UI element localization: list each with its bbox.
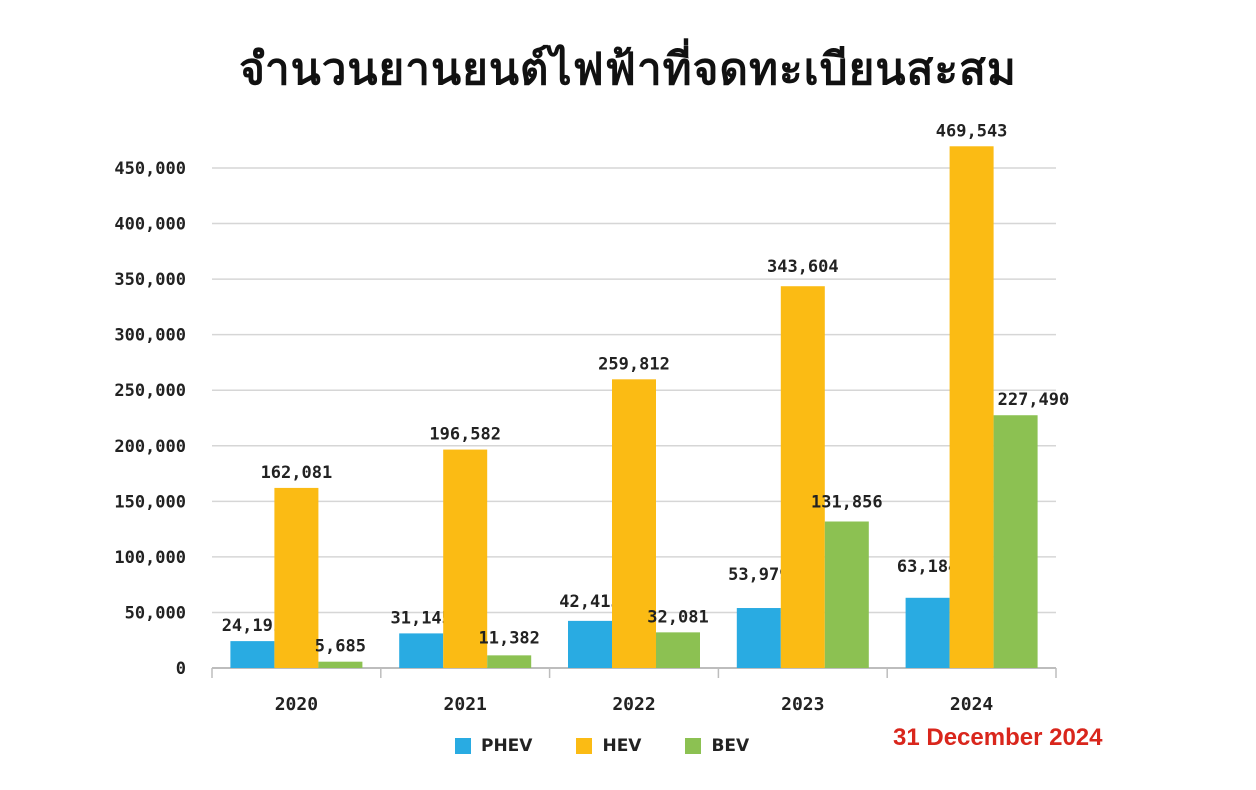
bar-bev-2022 <box>656 632 700 668</box>
data-label: 259,812 <box>598 354 670 374</box>
bar-bev-2021 <box>487 655 532 668</box>
y-tick-label: 100,000 <box>114 548 186 568</box>
y-tick-label: 300,000 <box>114 326 186 346</box>
bar-hev-2020 <box>274 487 319 668</box>
bar-phev-2024 <box>905 597 950 668</box>
bar-hev-2024 <box>949 146 994 669</box>
chart-title: จำนวนยานยนต์ไฟฟ้าที่จดทะเบียนสะสม <box>239 44 1017 95</box>
data-label: 196,582 <box>429 425 501 445</box>
bar-hev-2021 <box>443 449 488 668</box>
y-tick-label: 350,000 <box>114 270 186 290</box>
y-tick-label: 400,000 <box>114 215 186 235</box>
x-tick-label: 2024 <box>950 694 994 715</box>
data-label: 227,490 <box>998 390 1070 410</box>
bar-phev-2020 <box>230 641 275 668</box>
data-label: 469,543 <box>936 121 1008 141</box>
data-label: 31,145 <box>390 608 451 628</box>
legend-swatch <box>576 738 593 754</box>
data-label: 63,184 <box>897 557 958 577</box>
data-label: 32,081 <box>647 607 708 627</box>
legend-label: HEV <box>602 736 642 756</box>
y-tick-label: 50,000 <box>125 603 186 623</box>
bar-phev-2022 <box>568 620 612 668</box>
y-tick-label: 250,000 <box>114 381 186 401</box>
legend-item-hev: HEV <box>576 736 641 756</box>
data-label: 24,191 <box>222 616 283 636</box>
data-label: 5,685 <box>315 637 366 657</box>
legend-label: PHEV <box>481 736 533 756</box>
bar-bev-2024 <box>993 415 1038 668</box>
bar-bev-2023 <box>824 521 869 668</box>
legend-item-phev: PHEV <box>455 736 532 756</box>
bar-phev-2021 <box>399 633 444 668</box>
bar-bev-2020 <box>318 661 363 668</box>
data-label: 343,604 <box>767 257 839 277</box>
y-tick-label: 150,000 <box>114 492 186 512</box>
bar-hev-2022 <box>612 379 656 668</box>
data-label: 53,979 <box>728 565 789 585</box>
legend-swatch <box>685 738 702 754</box>
legend-item-bev: BEV <box>685 736 749 756</box>
chart-legend: PHEV HEV BEV <box>455 736 749 756</box>
bar-hev-2023 <box>780 286 825 668</box>
data-label: 162,081 <box>261 463 333 483</box>
data-label: 131,856 <box>811 492 883 512</box>
x-tick-label: 2023 <box>781 694 824 715</box>
bar-phev-2023 <box>736 608 781 668</box>
data-label: 11,382 <box>478 628 539 648</box>
data-label: 42,415 <box>559 592 620 612</box>
y-tick-label: 450,000 <box>114 159 186 179</box>
date-annotation: 31 December 2024 <box>893 724 1103 751</box>
legend-label: BEV <box>711 736 750 756</box>
y-tick-label: 0 <box>176 659 186 679</box>
x-tick-label: 2022 <box>612 694 655 715</box>
x-tick-label: 2021 <box>444 694 487 715</box>
x-tick-label: 2020 <box>275 694 318 715</box>
legend-swatch <box>455 738 471 754</box>
y-tick-label: 200,000 <box>114 437 186 457</box>
